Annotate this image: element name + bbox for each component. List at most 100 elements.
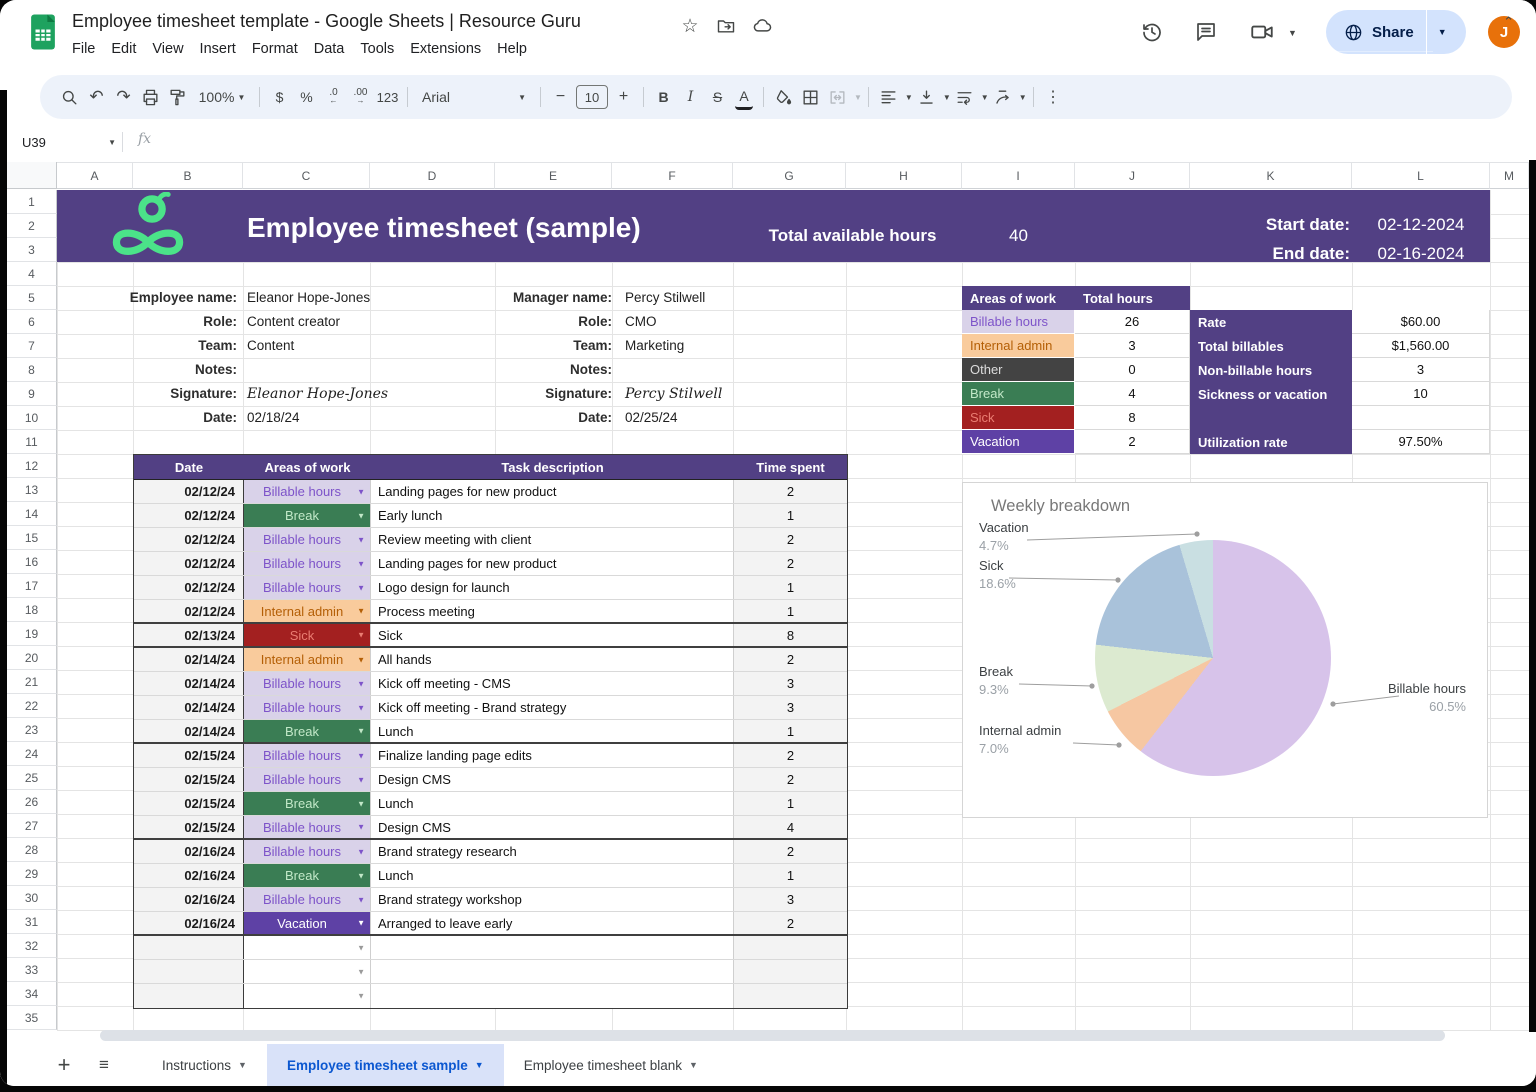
cell-task[interactable]: Arranged to leave early — [371, 912, 734, 934]
cell-area[interactable]: ▼ — [244, 936, 371, 959]
star-icon[interactable]: ☆ — [681, 15, 699, 37]
summary-hours-break[interactable]: 4 — [1075, 382, 1190, 406]
cell-time[interactable]: 2 — [734, 768, 847, 791]
dropdown-arrow-icon[interactable]: ▼ — [357, 871, 365, 880]
bold-icon[interactable]: B — [658, 89, 669, 105]
vertical-align-icon[interactable] — [913, 83, 940, 111]
column-header-D[interactable]: D — [370, 162, 495, 189]
cell-time[interactable] — [734, 984, 847, 1008]
cell-task[interactable]: Lunch — [371, 864, 734, 887]
employee-info-label[interactable]: Role: — [203, 314, 237, 329]
cell-area[interactable]: Billable hours ▼ — [244, 552, 371, 575]
cell-area[interactable]: Vacation ▼ — [244, 912, 371, 934]
column-header-K[interactable]: K — [1190, 162, 1352, 189]
area-chip-billable[interactable]: Billable hours — [244, 744, 370, 767]
avatar[interactable]: J — [1488, 16, 1520, 48]
cell-area[interactable]: ▼ — [244, 984, 371, 1008]
merge-cells-icon[interactable] — [824, 83, 851, 111]
cell-task[interactable]: Landing pages for new product — [371, 480, 734, 503]
sheet-tab-caret-icon[interactable]: ▼ — [689, 1060, 698, 1070]
sheet-banner[interactable]: Employee timesheet (sample) Total availa… — [57, 190, 1490, 263]
dropdown-arrow-icon[interactable]: ▼ — [357, 630, 365, 640]
employee-info-label[interactable]: Date: — [203, 410, 237, 425]
dropdown-arrow-icon[interactable]: ▼ — [357, 822, 365, 832]
row-header-3[interactable]: 3 — [7, 238, 57, 262]
zoom-select[interactable]: 100% ▼ — [198, 89, 246, 105]
decrease-decimal-icon[interactable]: .0 ← — [329, 87, 338, 105]
name-box[interactable]: U39 ▼ — [22, 134, 116, 150]
row-header-32[interactable]: 32 — [7, 934, 57, 958]
cell-task[interactable]: Finalize landing page edits — [371, 744, 734, 767]
employee-info-value[interactable]: Content creator — [247, 314, 341, 329]
row-header-16[interactable]: 16 — [7, 550, 57, 574]
dropdown-arrow-icon[interactable]: ▼ — [357, 703, 365, 712]
increase-font-size-button[interactable]: + — [618, 88, 629, 105]
weekly-breakdown-chart[interactable]: Weekly breakdown Vacation 4.7% Sick 18.6% Br… — [962, 482, 1488, 818]
column-header-I[interactable]: I — [962, 162, 1075, 189]
menu-extensions[interactable]: Extensions — [410, 41, 482, 57]
sheet-tab-caret-icon[interactable]: ▼ — [474, 1060, 484, 1070]
strikethrough-icon[interactable]: S — [712, 89, 723, 105]
cell-area[interactable]: ▼ — [244, 960, 371, 983]
cell-time[interactable]: 2 — [734, 912, 847, 934]
row-header-14[interactable]: 14 — [7, 502, 57, 526]
cell-area[interactable]: Billable hours ▼ — [244, 696, 371, 719]
cell-area[interactable]: Billable hours ▼ — [244, 816, 371, 838]
dropdown-arrow-icon[interactable]: ▼ — [357, 583, 365, 592]
doc-title[interactable]: Employee timesheet template - Google She… — [72, 11, 581, 31]
menu-view[interactable]: View — [152, 41, 184, 57]
row-header-18[interactable]: 18 — [7, 598, 57, 622]
collapse-toolbar-icon[interactable]: ⌃ — [1503, 14, 1514, 29]
dropdown-arrow-icon[interactable]: ▼ — [357, 559, 365, 568]
cell-time[interactable]: 1 — [734, 864, 847, 887]
select-all-corner[interactable] — [7, 162, 57, 189]
cell-area[interactable]: Break ▼ — [244, 720, 371, 742]
cell-date[interactable] — [134, 960, 244, 983]
text-wrap-icon[interactable] — [951, 83, 978, 111]
summary-area-vacation[interactable]: Vacation — [962, 430, 1075, 454]
cell-area[interactable]: Sick ▼ — [244, 624, 371, 646]
stat-value[interactable] — [1352, 406, 1490, 430]
dropdown-arrow-icon[interactable]: ▼ — [357, 606, 365, 616]
cell-task[interactable]: Review meeting with client — [371, 528, 734, 551]
cell-date[interactable]: 02/16/24 — [134, 888, 244, 911]
cell-task[interactable]: Landing pages for new product — [371, 552, 734, 575]
column-header-F[interactable]: F — [612, 162, 733, 189]
column-header-J[interactable]: J — [1075, 162, 1190, 189]
cloud-saved-icon[interactable] — [750, 14, 774, 38]
increase-decimal-icon[interactable]: .00 → — [353, 87, 368, 105]
row-header-24[interactable]: 24 — [7, 742, 57, 766]
row-header-9[interactable]: 9 — [7, 382, 57, 406]
horizontal-align-icon[interactable] — [875, 83, 902, 111]
menu-edit[interactable]: Edit — [111, 41, 137, 57]
cell-time[interactable]: 1 — [734, 720, 847, 742]
menu-data[interactable]: Data — [313, 41, 345, 57]
employee-info-value[interactable]: Eleanor Hope-Jones — [247, 386, 389, 402]
column-header-B[interactable]: B — [133, 162, 243, 189]
cell-area[interactable]: Break ▼ — [244, 792, 371, 815]
borders-icon[interactable] — [797, 83, 824, 111]
cell-area[interactable]: Billable hours ▼ — [244, 528, 371, 551]
area-chip-break[interactable]: Break — [244, 504, 370, 527]
area-dropdown-empty[interactable] — [244, 936, 370, 959]
row-header-10[interactable]: 10 — [7, 406, 57, 430]
row-header-29[interactable]: 29 — [7, 862, 57, 886]
share-button[interactable]: Share ▼ — [1326, 10, 1466, 54]
cell-time[interactable]: 3 — [734, 672, 847, 695]
area-chip-internal[interactable]: Internal admin — [244, 648, 370, 671]
dropdown-arrow-icon[interactable]: ▼ — [357, 799, 365, 808]
cell-date[interactable]: 02/14/24 — [134, 696, 244, 719]
cell-task[interactable] — [371, 960, 734, 983]
row-header-19[interactable]: 19 — [7, 622, 57, 646]
cell-task[interactable] — [371, 984, 734, 1008]
row-header-30[interactable]: 30 — [7, 886, 57, 910]
row-header-17[interactable]: 17 — [7, 574, 57, 598]
merge-cells-caret-icon[interactable]: ▼ — [854, 92, 862, 102]
row-header-26[interactable]: 26 — [7, 790, 57, 814]
cell-date[interactable]: 02/14/24 — [134, 720, 244, 742]
manager-info-label[interactable]: Team: — [573, 338, 612, 353]
row-header-23[interactable]: 23 — [7, 718, 57, 742]
summary-hours-sick[interactable]: 8 — [1075, 406, 1190, 430]
area-chip-billable[interactable]: Billable hours — [244, 816, 370, 838]
column-header-E[interactable]: E — [495, 162, 612, 189]
